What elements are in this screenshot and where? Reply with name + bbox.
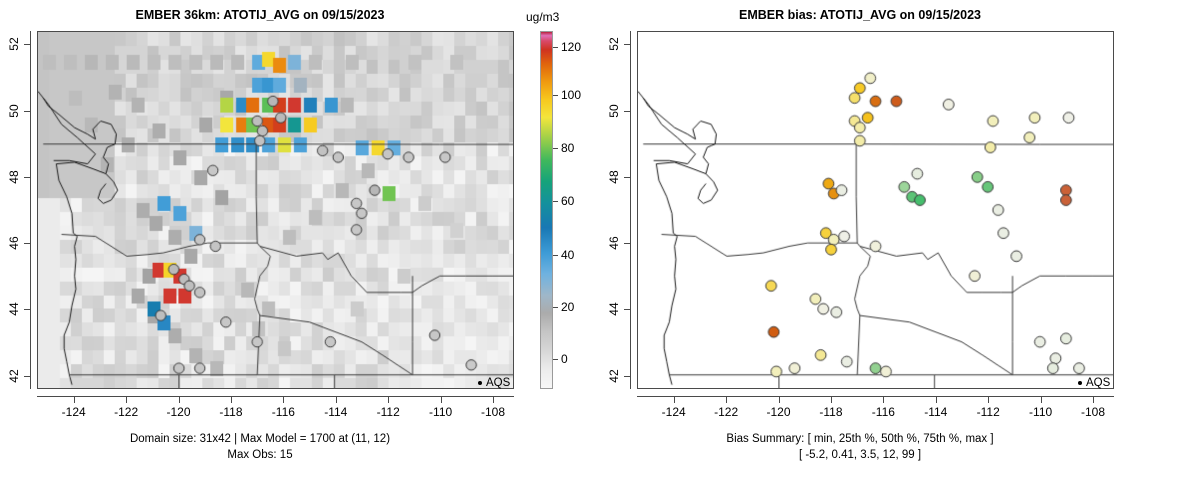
caption-bias-summary-values: [ -5.2, 0.41, 3.5, 12, 99 ] <box>798 449 922 461</box>
x-tick-label: -116 <box>871 405 895 419</box>
panel-model: EMBER 36km: ATOTIJ_AVG on 09/15/2023 -12… <box>7 8 582 461</box>
colorbar-unit-label-model: ug/m3 <box>526 10 560 24</box>
colorbar-gradient-model <box>540 31 553 389</box>
model-map-overlay <box>38 32 513 388</box>
aqs-marker-legend-bias: AQS <box>1078 377 1110 389</box>
x-tick-label: -122 <box>114 405 139 419</box>
y-tick-label: 42 <box>607 369 621 383</box>
x-tick <box>935 397 937 403</box>
x-tick-label: -114 <box>324 405 348 419</box>
colorbar-tick <box>553 254 558 256</box>
caption-max-obs: Max Obs: 15 <box>227 449 293 461</box>
y-tick <box>624 375 630 377</box>
x-tick <box>778 397 780 403</box>
y-tick-label: 42 <box>7 369 21 383</box>
y-tick-label: 52 <box>607 37 621 51</box>
colorbar-tick-label: 20 <box>561 299 575 314</box>
y-tick-label: 50 <box>607 103 621 118</box>
panel-bias: EMBER bias: ATOTIJ_AVG on 09/15/2023 -12… <box>600 0 1200 479</box>
x-tick-label: -124 <box>61 405 86 419</box>
colorbar-tick <box>553 201 558 203</box>
x-tick <box>440 397 442 403</box>
aqs-dot-icon <box>478 381 482 385</box>
page-title-model: EMBER 36km: ATOTIJ_AVG on 09/15/2023 <box>135 8 385 22</box>
y-tick <box>624 176 630 178</box>
y-tick-label: 48 <box>607 170 621 184</box>
x-tick-label: -110 <box>429 405 453 419</box>
aqs-legend-label: AQS <box>1086 377 1111 389</box>
x-tick-label: -118 <box>819 405 843 419</box>
colorbar-tick-label: 100 <box>561 88 582 103</box>
aqs-legend-label: AQS <box>486 377 511 389</box>
y-tick <box>24 243 30 245</box>
x-tick-label: -118 <box>219 405 243 419</box>
aqs-dot-icon <box>1078 381 1082 385</box>
x-tick-label: -120 <box>166 405 191 419</box>
y-tick <box>24 309 30 311</box>
x-tick <box>283 397 285 403</box>
x-tick-label: -122 <box>714 405 739 419</box>
y-tick <box>624 110 630 112</box>
bias-map-overlay <box>638 32 1113 388</box>
colorbar-tick <box>553 306 558 308</box>
x-tick <box>830 397 832 403</box>
x-tick <box>1040 397 1042 403</box>
x-tick <box>178 397 180 403</box>
y-tick <box>24 44 30 46</box>
x-tick-label: -108 <box>1081 405 1106 419</box>
x-tick <box>493 397 495 403</box>
y-tick <box>24 375 30 377</box>
colorbar-tick-label: 80 <box>561 141 575 156</box>
x-tick-label: -114 <box>924 405 948 419</box>
colorbar-tick <box>553 95 558 97</box>
x-tick <box>673 397 675 403</box>
x-tick <box>988 397 990 403</box>
x-tick <box>726 397 728 403</box>
colorbar-tick <box>553 47 558 49</box>
x-tick-label: -108 <box>481 405 506 419</box>
y-tick <box>624 243 630 245</box>
x-tick-label: -116 <box>271 405 295 419</box>
page-title-bias: EMBER bias: ATOTIJ_AVG on 09/15/2023 <box>739 8 981 22</box>
colorbar-tick-label: 0 <box>561 351 568 366</box>
colorbar-tick-label: 120 <box>561 40 582 55</box>
y-tick-label: 50 <box>7 103 21 118</box>
colorbar-tick <box>553 148 558 150</box>
x-tick <box>126 397 128 403</box>
x-axis-bias <box>637 396 1114 397</box>
aqs-marker-legend-model: AQS <box>478 377 510 389</box>
y-tick-label: 46 <box>607 236 621 250</box>
x-tick <box>335 397 337 403</box>
x-tick <box>73 397 75 403</box>
x-tick-label: -110 <box>1029 405 1053 419</box>
colorbar-tick-label: 60 <box>561 194 575 209</box>
y-tick-label: 52 <box>7 37 21 51</box>
y-tick-label: 46 <box>7 236 21 250</box>
x-tick-label: -112 <box>376 405 400 419</box>
y-tick-label: 44 <box>7 302 21 317</box>
x-tick-label: -112 <box>976 405 1000 419</box>
x-tick <box>883 397 885 403</box>
x-tick-label: -124 <box>661 405 686 419</box>
map-plot-bias[interactable] <box>637 31 1114 389</box>
y-tick <box>624 309 630 311</box>
x-tick <box>1093 397 1095 403</box>
x-tick <box>230 397 232 403</box>
y-tick-label: 48 <box>7 170 21 184</box>
map-plot-model[interactable] <box>37 31 514 389</box>
caption-domain-size: Domain size: 31x42 | Max Model = 1700 at… <box>129 433 391 445</box>
colorbar-tick-label: 40 <box>561 247 575 262</box>
y-tick-label: 44 <box>607 302 621 317</box>
y-tick <box>624 44 630 46</box>
colorbar-tick <box>553 358 558 360</box>
y-axis-model <box>30 31 31 389</box>
x-tick-label: -120 <box>766 405 791 419</box>
x-tick <box>388 397 390 403</box>
x-axis-model <box>37 396 514 397</box>
y-axis-bias <box>630 31 631 389</box>
y-tick <box>24 110 30 112</box>
y-tick <box>24 176 30 178</box>
caption-bias-summary-header: Bias Summary: [ min, 25th %, 50th %, 75t… <box>726 433 994 445</box>
